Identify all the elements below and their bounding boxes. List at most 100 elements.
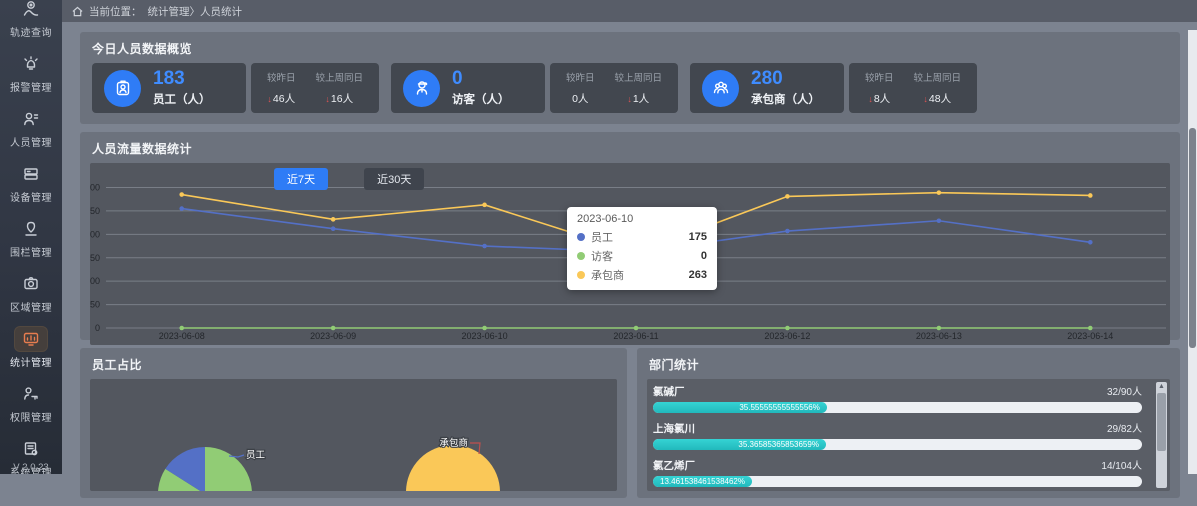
y-tick-label: 150: [90, 253, 100, 263]
tooltip-series-value: 0: [700, 250, 707, 262]
data-point[interactable]: [330, 226, 336, 232]
stat-card[interactable]: 280 承包商（人）: [690, 63, 844, 113]
compare-col: 较上周同日 ↓16人: [315, 70, 363, 106]
alarm-icon: [15, 52, 47, 76]
data-point[interactable]: [179, 192, 185, 197]
pie-slice[interactable]: [406, 445, 500, 491]
sidebar-item-3[interactable]: 人员管理: [0, 100, 62, 155]
tooltip-row: 员工 175: [577, 229, 707, 245]
data-point[interactable]: [785, 228, 790, 234]
sidebar-item-label: 系统管理: [10, 467, 52, 475]
series-dot-icon: [577, 252, 585, 260]
device-icon: [15, 162, 47, 186]
stat-label: 承包商（人）: [751, 94, 820, 106]
data-point[interactable]: [330, 217, 336, 222]
department-scrollbar[interactable]: ▲: [1156, 382, 1167, 488]
compare-card: 较昨日 0人 较上周同日 ↓1人: [550, 63, 678, 113]
data-point[interactable]: [936, 325, 942, 331]
chart-tooltip: 2023-06-10 员工 175 访客 0 承包商 263: [567, 207, 717, 290]
y-tick-label: 100: [90, 276, 100, 286]
data-point[interactable]: [1087, 193, 1093, 198]
page-scrollbar-thumb[interactable]: [1189, 128, 1196, 348]
sidebar-item-label: 围栏管理: [10, 247, 52, 259]
sidebar-item-4[interactable]: 设备管理: [0, 155, 62, 210]
department-count: 32/90人: [1106, 387, 1142, 398]
data-point[interactable]: [330, 325, 336, 331]
sidebar-item-9[interactable]: 系统管理: [0, 430, 62, 474]
sidebar-item-5[interactable]: 围栏管理: [0, 210, 62, 265]
stat-label: 访客（人）: [452, 94, 510, 106]
sidebar-item-label: 设备管理: [10, 192, 52, 204]
stat-card[interactable]: 183 员工（人）: [92, 63, 246, 113]
overview-cards: 183 员工（人） 较昨日 ↓46人 较上周同日 ↓16人 0 访客（人） 较昨日 0人 较上周同日…: [80, 63, 1180, 124]
data-point[interactable]: [179, 206, 185, 211]
y-tick-label: 50: [90, 300, 100, 310]
down-arrow-icon: ↓: [325, 94, 330, 104]
data-point[interactable]: [482, 243, 487, 249]
page-scrollbar[interactable]: [1188, 30, 1197, 474]
home-icon[interactable]: [72, 6, 83, 17]
data-point[interactable]: [633, 325, 639, 331]
compare-value: ↓8人: [868, 93, 891, 105]
y-tick-label: 300: [90, 183, 100, 193]
tab-last30days[interactable]: 近30天: [364, 168, 425, 190]
series-dot-icon: [577, 271, 585, 279]
compare-col: 较上周同日 ↓48人: [913, 70, 961, 106]
sidebar-item-1[interactable]: 轨迹查询: [0, 0, 62, 45]
compare-col: 较昨日 ↓46人: [267, 70, 296, 106]
tab-last7days[interactable]: 近7天: [274, 168, 329, 190]
y-tick-label: 250: [90, 206, 100, 216]
content: 今日人员数据概览 183 员工（人） 较昨日 ↓46人 较上周同日 ↓16人 0 访客（人） 较…: [80, 32, 1180, 506]
data-point[interactable]: [785, 325, 790, 331]
overview-title: 今日人员数据概览: [92, 42, 193, 56]
stat-value: 0: [452, 68, 463, 89]
compare-label: 较昨日: [864, 73, 894, 84]
series-dot-icon: [577, 233, 585, 241]
data-point[interactable]: [1087, 325, 1093, 331]
compare-label: 较上周同日: [315, 73, 363, 84]
data-point[interactable]: [936, 190, 942, 195]
department-row: 上海氯川 29/82人 35.36585365853659%: [653, 420, 1142, 450]
flow-title: 人员流量数据统计: [92, 142, 193, 156]
bottom-row: 员工占比 员工 承包商 部门统计 氯碱厂 32/90人 35.555555555555…: [80, 348, 1180, 506]
progress-fill: 13.461538461538462%: [653, 476, 752, 487]
x-tick-label: 2023-06-11: [613, 331, 658, 341]
fence-icon: [15, 217, 47, 241]
sidebar-item-6[interactable]: 区域管理: [0, 265, 62, 320]
pie-charts[interactable]: 员工 承包商: [90, 379, 617, 491]
progress-track: 35.36585365853659%: [653, 439, 1142, 450]
sidebar-item-label: 权限管理: [10, 412, 52, 424]
ratio-panel: 员工占比 员工 承包商: [80, 348, 627, 498]
data-point[interactable]: [785, 194, 790, 199]
compare-value: 0人: [572, 93, 589, 105]
stat-value: 280: [751, 68, 783, 89]
compare-value: ↓46人: [267, 93, 296, 105]
sidebar-item-8[interactable]: 权限管理: [0, 375, 62, 430]
pie-callout-label: 承包商: [439, 437, 468, 449]
data-point[interactable]: [936, 218, 942, 224]
scroll-up-icon[interactable]: ▲: [1158, 383, 1165, 390]
sidebar-item-2[interactable]: 报警管理: [0, 45, 62, 100]
ratio-title: 员工占比: [92, 358, 143, 372]
compare-col: 较昨日 ↓8人: [865, 70, 894, 106]
department-panel: 部门统计 氯碱厂 32/90人 35.55555555555556% 上海氯川 29/8…: [637, 348, 1180, 498]
department-title: 部门统计: [649, 358, 700, 372]
data-point[interactable]: [179, 325, 185, 331]
tooltip-series-name: 访客: [591, 251, 613, 263]
breadcrumb-path[interactable]: 统计管理〉人员统计: [147, 5, 243, 18]
progress-fill: 35.55555555555556%: [653, 402, 827, 413]
tooltip-date: 2023-06-10: [577, 213, 634, 225]
data-point[interactable]: [482, 325, 487, 331]
compare-label: 较上周同日: [614, 73, 662, 84]
progress-fill: 35.36585365853659%: [653, 439, 826, 450]
compare-col: 较昨日 0人: [566, 70, 595, 106]
badge-icon: [104, 69, 141, 107]
scrollbar-thumb[interactable]: [1157, 393, 1166, 451]
stat-group-2: 0 访客（人） 较昨日 0人 较上周同日 ↓1人: [391, 63, 678, 113]
sidebar-item-7[interactable]: 统计管理: [0, 320, 62, 375]
data-point[interactable]: [1087, 239, 1093, 245]
stat-card[interactable]: 0 访客（人）: [391, 63, 545, 113]
data-point[interactable]: [482, 202, 487, 208]
app-version: V 2.0.23: [13, 462, 49, 473]
permission-icon: [15, 382, 47, 406]
